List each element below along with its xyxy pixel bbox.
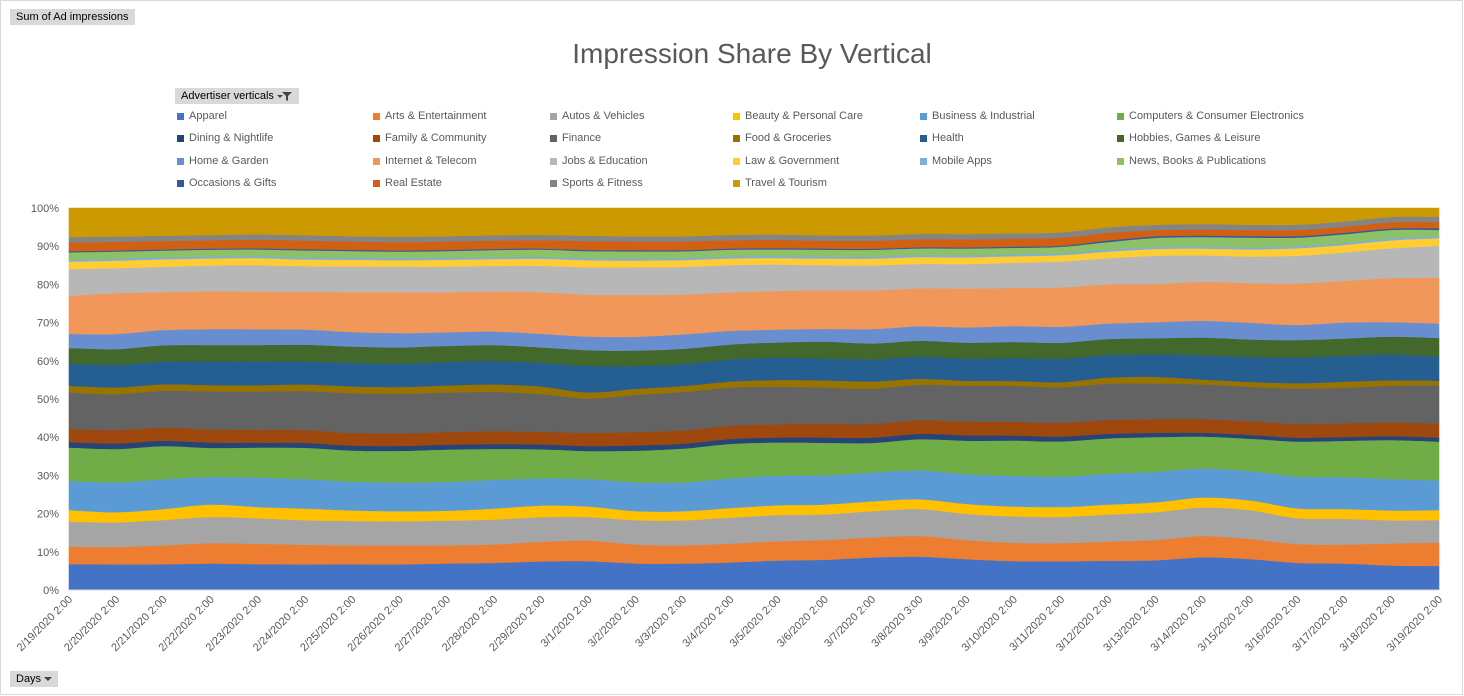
legend-label: Beauty & Personal Care [745, 110, 864, 122]
y-tick-label: 40% [37, 432, 59, 444]
advertiser-verticals-label: Advertiser verticals [181, 90, 274, 102]
legend-label: Dining & Nightlife [189, 132, 274, 144]
legend-label: Real Estate [385, 177, 442, 189]
legend-label: Hobbies, Games & Leisure [1129, 132, 1261, 144]
legend-item: Computers & Consumer Electronics [1117, 110, 1304, 122]
legend-swatch [733, 157, 740, 165]
legend-item: Finance [550, 132, 601, 144]
legend-item: Autos & Vehicles [550, 110, 645, 122]
legend-item: Dining & Nightlife [177, 132, 273, 144]
y-tick-label: 70% [37, 318, 59, 330]
legend-label: Finance [562, 132, 602, 144]
area-series [68, 207, 1440, 238]
legend-item: Jobs & Education [550, 155, 648, 167]
legend-item: Internet & Telecom [373, 155, 477, 167]
legend-label: Health [932, 132, 964, 144]
legend-item: Hobbies, Games & Leisure [1117, 132, 1260, 144]
legend-swatch [920, 134, 927, 142]
legend-swatch [373, 157, 380, 165]
legend-label: Computers & Consumer Electronics [1129, 110, 1304, 122]
y-tick-label: 20% [37, 509, 59, 521]
legend-item: Family & Community [373, 132, 486, 144]
legend-label: Arts & Entertainment [385, 110, 487, 122]
legend-label: Family & Community [385, 132, 487, 144]
legend-item: Travel & Tourism [733, 177, 827, 189]
legend-item: News, Books & Publications [1117, 155, 1266, 167]
y-tick-label: 80% [37, 279, 59, 291]
legend-item: Arts & Entertainment [373, 110, 487, 122]
legend-label: Mobile Apps [932, 155, 992, 167]
legend-swatch [550, 179, 557, 187]
chart-title: Impression Share By Vertical [572, 38, 932, 69]
legend-item: Home & Garden [177, 155, 268, 167]
legend-label: Sports & Fitness [562, 177, 643, 189]
y-tick-label: 50% [37, 394, 59, 406]
y-tick-label: 0% [43, 585, 59, 597]
chevron-down-icon [44, 677, 53, 681]
legend-item: Health [920, 132, 964, 144]
legend-swatch [550, 112, 557, 120]
legend-label: Food & Groceries [745, 132, 832, 144]
legend-label: Travel & Tourism [745, 177, 827, 189]
legend-item: Sports & Fitness [550, 177, 643, 189]
legend-label: Home & Garden [189, 155, 269, 167]
sum-of-ad-impressions-button[interactable]: Sum of Ad impressions [10, 9, 135, 25]
legend-item: Real Estate [373, 177, 442, 189]
legend-swatch [550, 157, 557, 165]
legend-swatch [733, 179, 740, 187]
legend-item: Law & Government [733, 155, 839, 167]
legend-item: Apparel [177, 110, 227, 122]
y-tick-label: 60% [37, 356, 59, 368]
legend-swatch [1117, 134, 1124, 142]
legend-label: Autos & Vehicles [562, 110, 645, 122]
legend-swatch [177, 134, 184, 142]
legend-label: Business & Industrial [932, 110, 1035, 122]
legend-swatch [733, 112, 740, 120]
legend-item: Occasions & Gifts [177, 177, 276, 189]
legend-swatch [373, 112, 380, 120]
legend-swatch [550, 134, 557, 142]
legend-swatch [177, 179, 184, 187]
legend-swatch [373, 134, 380, 142]
legend-item: Business & Industrial [920, 110, 1035, 122]
legend-label: News, Books & Publications [1129, 155, 1266, 167]
filter-icon [276, 91, 292, 101]
legend-item: Beauty & Personal Care [733, 110, 863, 122]
legend-label: Law & Government [745, 155, 840, 167]
y-tick-label: 10% [37, 547, 59, 559]
legend-swatch [920, 112, 927, 120]
legend-swatch [177, 157, 184, 165]
sum-of-ad-impressions-label: Sum of Ad impressions [16, 11, 129, 23]
legend-label: Internet & Telecom [385, 155, 477, 167]
legend-swatch [1117, 112, 1124, 120]
y-tick-label: 30% [37, 470, 59, 482]
days-label: Days [16, 673, 42, 685]
legend-swatch [920, 157, 927, 165]
legend-swatch [1117, 157, 1124, 165]
legend-item: Mobile Apps [920, 155, 992, 167]
advertiser-verticals-filter-button[interactable]: Advertiser verticals [175, 88, 299, 104]
legend-swatch [177, 112, 184, 120]
legend-label: Jobs & Education [562, 155, 648, 167]
y-tick-label: 90% [37, 241, 59, 253]
y-tick-label: 100% [31, 203, 59, 215]
days-filter-button[interactable]: Days [10, 671, 59, 687]
legend-swatch [733, 134, 740, 142]
legend-item: Food & Groceries [733, 132, 831, 144]
legend-swatch [373, 179, 380, 187]
legend-label: Apparel [189, 110, 227, 122]
legend-label: Occasions & Gifts [189, 177, 277, 189]
